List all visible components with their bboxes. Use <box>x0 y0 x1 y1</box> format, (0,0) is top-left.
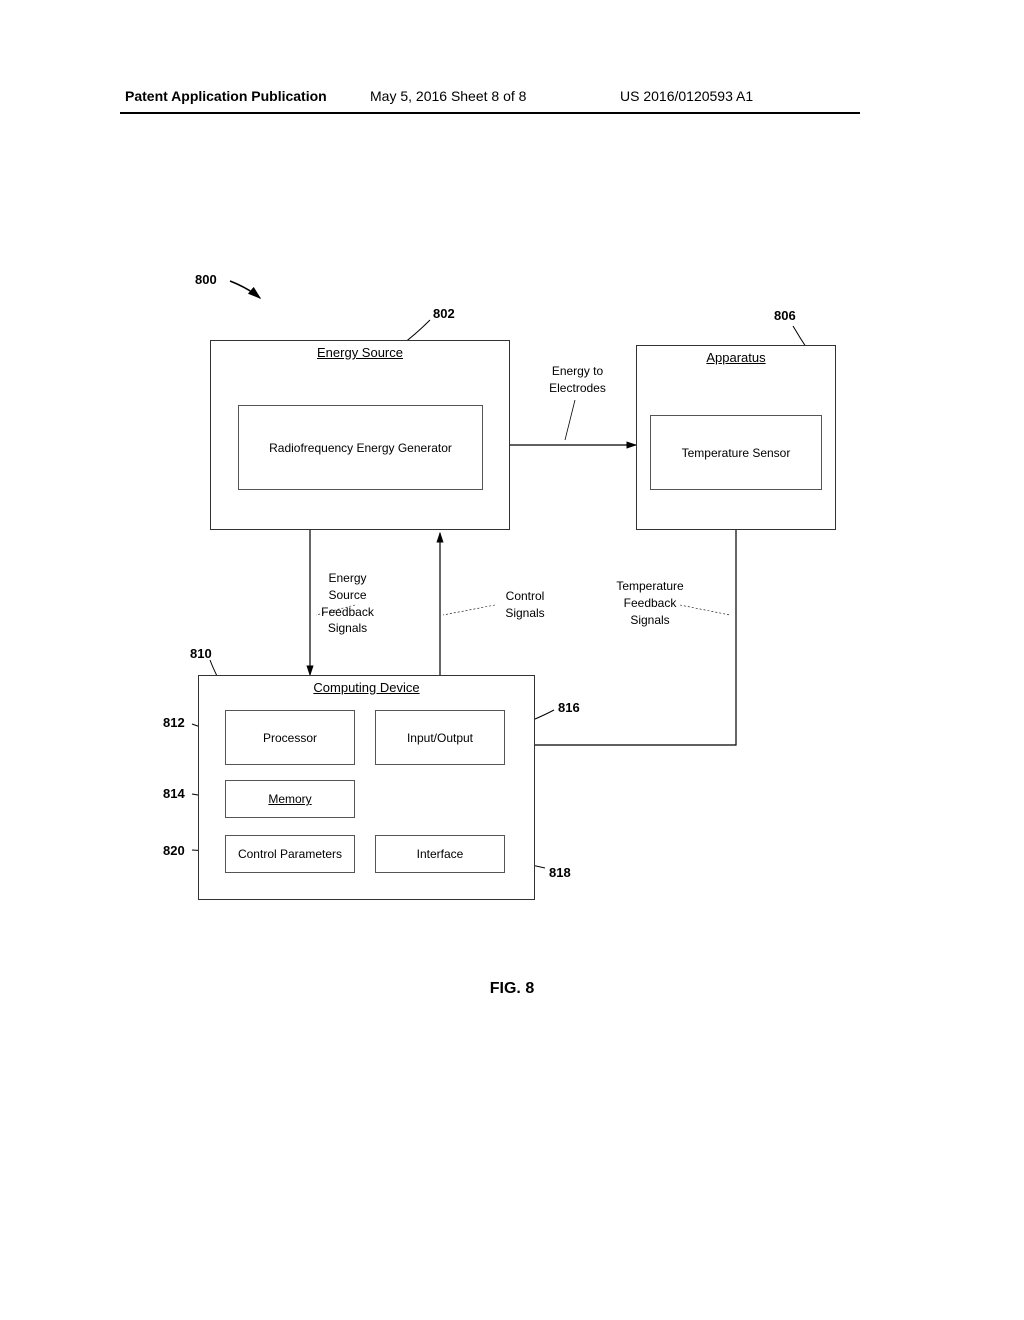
page: Patent Application Publication May 5, 20… <box>0 0 1024 1320</box>
computing-device-title: Computing Device <box>199 676 534 695</box>
temp-feedback-label: Temperature Feedback Signals <box>600 578 700 628</box>
io-label: Input/Output <box>407 731 473 745</box>
diagram-area: 800 802 804 806 808 810 812 814 820 816 … <box>0 250 1024 1050</box>
io-box: Input/Output <box>375 710 505 765</box>
interface-box: Interface <box>375 835 505 873</box>
control-params-box: Control Parameters <box>225 835 355 873</box>
rf-generator-box: Radiofrequency Energy Generator <box>238 405 483 490</box>
memory-label: Memory <box>268 792 311 806</box>
ref-800: 800 <box>195 272 217 287</box>
ref-818: 818 <box>549 865 571 880</box>
apparatus-title: Apparatus <box>637 346 835 365</box>
ref-812: 812 <box>163 715 185 730</box>
header-publication: Patent Application Publication <box>125 88 327 104</box>
header-date-sheet: May 5, 2016 Sheet 8 of 8 <box>370 88 526 104</box>
energy-source-feedback-label: Energy Source Feedback Signals <box>305 570 390 637</box>
page-header: Patent Application Publication May 5, 20… <box>0 88 1024 112</box>
ref-816: 816 <box>558 700 580 715</box>
ref-810: 810 <box>190 646 212 661</box>
control-params-label: Control Parameters <box>238 847 342 861</box>
temp-sensor-box: Temperature Sensor <box>650 415 822 490</box>
ref-802: 802 <box>433 306 455 321</box>
processor-box: Processor <box>225 710 355 765</box>
rf-generator-label: Radiofrequency Energy Generator <box>269 441 452 455</box>
ref-814: 814 <box>163 786 185 801</box>
ref-820: 820 <box>163 843 185 858</box>
processor-label: Processor <box>263 731 317 745</box>
interface-label: Interface <box>417 847 464 861</box>
header-pub-number: US 2016/0120593 A1 <box>620 88 753 104</box>
header-rule <box>120 112 860 114</box>
figure-caption: FIG. 8 <box>0 980 1024 998</box>
control-signals-label: Control Signals <box>490 588 560 622</box>
diagram-connectors <box>0 250 1024 1050</box>
memory-box: Memory <box>225 780 355 818</box>
temp-sensor-label: Temperature Sensor <box>682 446 791 460</box>
energy-to-electrodes-label: Energy to Electrodes <box>530 363 625 397</box>
energy-source-title: Energy Source <box>211 341 509 360</box>
ref-806: 806 <box>774 308 796 323</box>
